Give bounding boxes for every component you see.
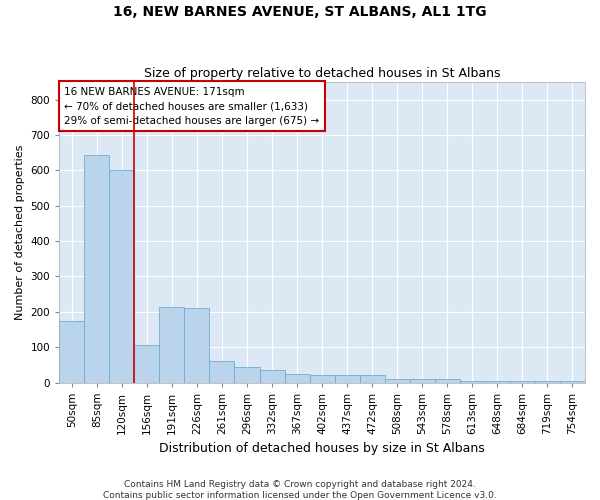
Bar xyxy=(209,362,235,382)
Bar xyxy=(385,379,410,382)
Bar xyxy=(235,366,260,382)
Bar xyxy=(560,380,585,382)
Bar xyxy=(510,380,535,382)
Bar xyxy=(535,380,560,382)
Title: Size of property relative to detached houses in St Albans: Size of property relative to detached ho… xyxy=(144,66,500,80)
X-axis label: Distribution of detached houses by size in St Albans: Distribution of detached houses by size … xyxy=(159,442,485,455)
Bar xyxy=(260,370,284,382)
Bar xyxy=(460,380,485,382)
Bar xyxy=(485,380,510,382)
Bar xyxy=(84,154,109,382)
Bar xyxy=(410,379,435,382)
Y-axis label: Number of detached properties: Number of detached properties xyxy=(15,144,25,320)
Bar xyxy=(335,376,359,382)
Bar xyxy=(59,320,84,382)
Bar xyxy=(134,346,160,383)
Bar xyxy=(284,374,310,382)
Bar xyxy=(435,379,460,382)
Bar xyxy=(184,308,209,382)
Bar xyxy=(160,306,184,382)
Text: 16 NEW BARNES AVENUE: 171sqm
← 70% of detached houses are smaller (1,633)
29% of: 16 NEW BARNES AVENUE: 171sqm ← 70% of de… xyxy=(64,86,320,126)
Bar xyxy=(109,170,134,382)
Bar xyxy=(310,376,335,382)
Text: Contains HM Land Registry data © Crown copyright and database right 2024.
Contai: Contains HM Land Registry data © Crown c… xyxy=(103,480,497,500)
Bar xyxy=(359,376,385,382)
Text: 16, NEW BARNES AVENUE, ST ALBANS, AL1 1TG: 16, NEW BARNES AVENUE, ST ALBANS, AL1 1T… xyxy=(113,5,487,19)
